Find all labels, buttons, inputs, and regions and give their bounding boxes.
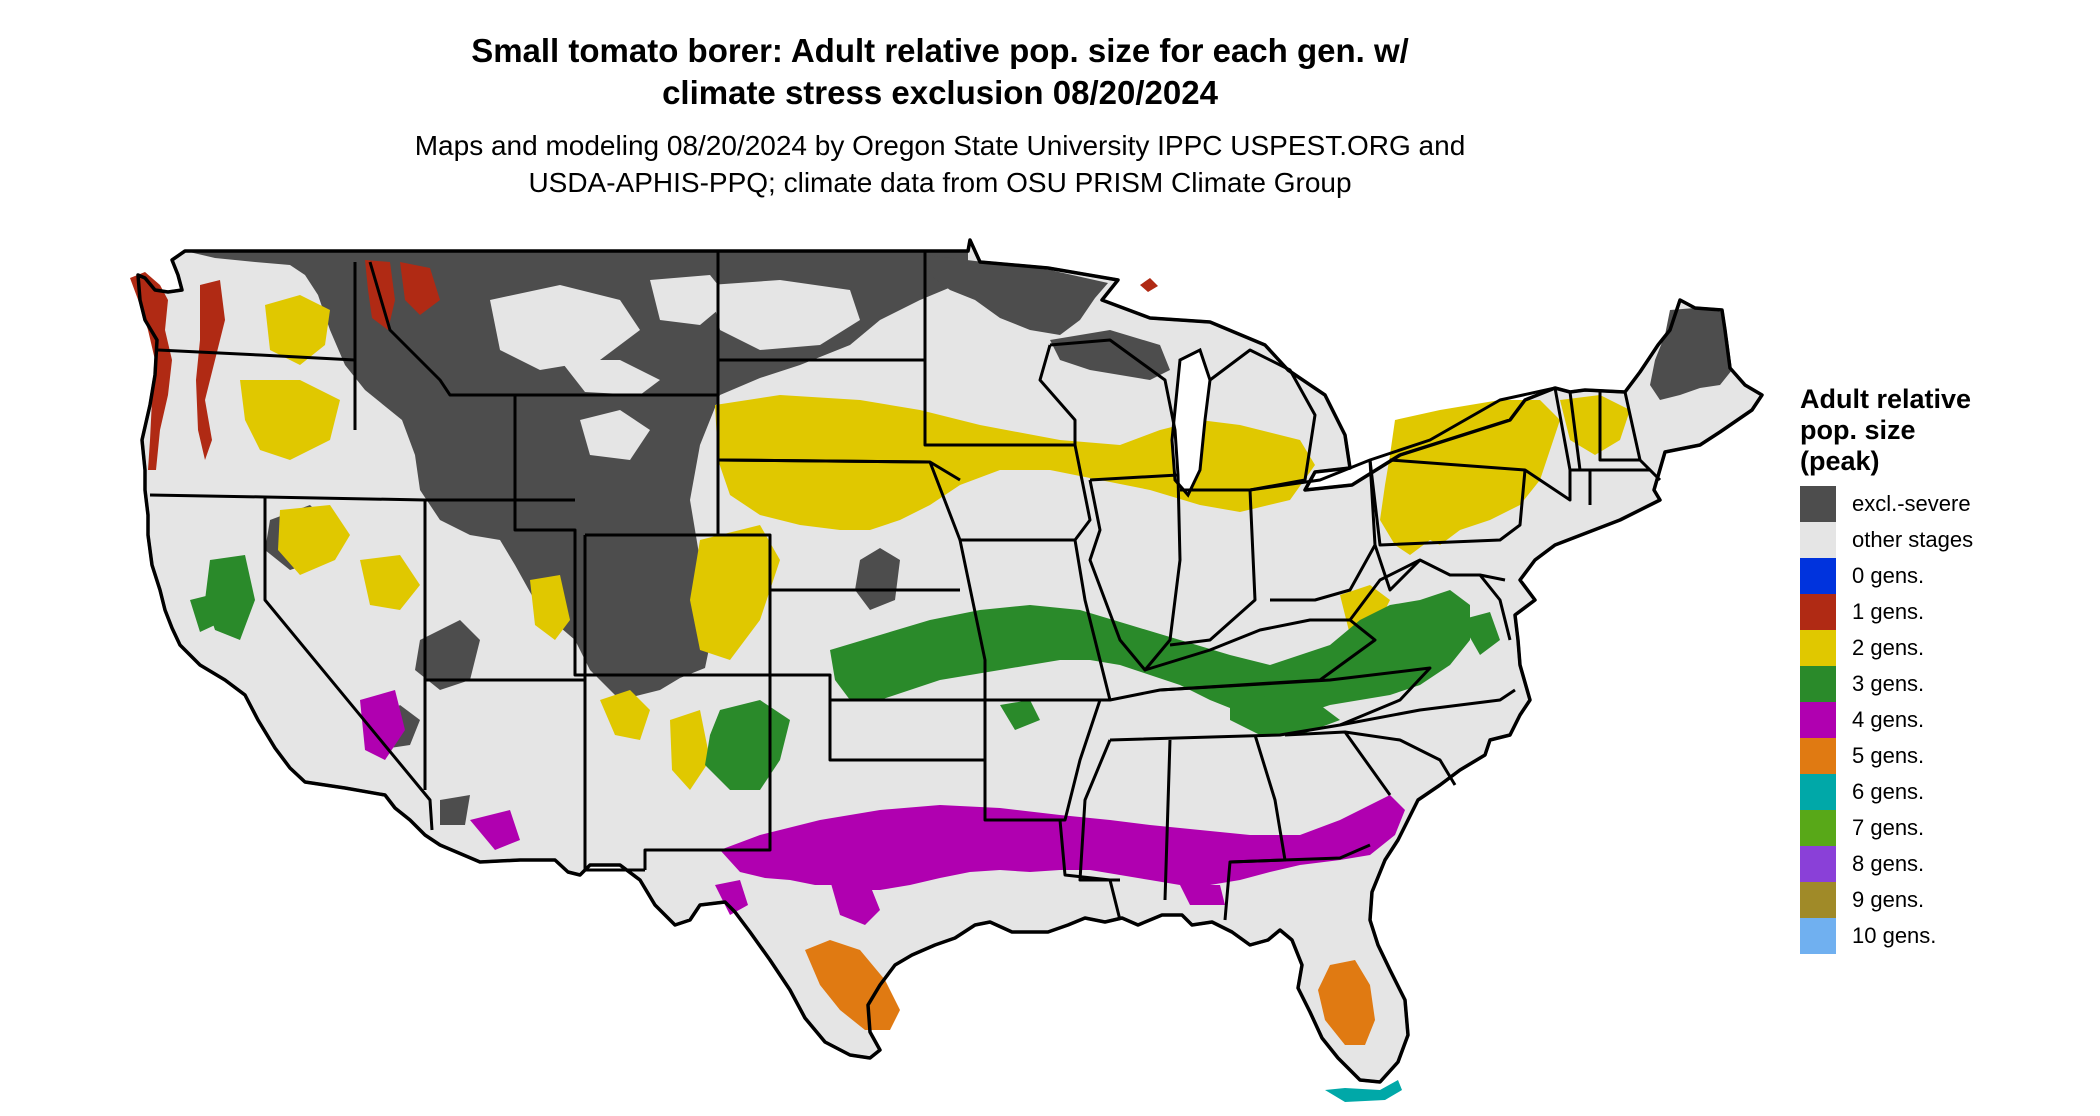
legend-label: 1 gens. bbox=[1852, 599, 1925, 624]
legend-swatch bbox=[1800, 522, 1836, 558]
legend-label: 9 gens. bbox=[1852, 887, 1925, 912]
legend-item: 6 gens. bbox=[1800, 774, 2060, 810]
legend-label: excl.-severe bbox=[1852, 491, 1971, 516]
two-gen-areas bbox=[240, 295, 1630, 790]
map-subtitle-line-1: Maps and modeling 08/20/2024 by Oregon S… bbox=[414, 130, 1466, 161]
legend-label: 3 gens. bbox=[1852, 671, 1925, 696]
legend-item: 8 gens. bbox=[1800, 846, 2060, 882]
legend-label: other stages bbox=[1852, 527, 1974, 552]
legend-swatch bbox=[1800, 702, 1836, 738]
legend-swatch bbox=[1800, 738, 1836, 774]
legend-item: other stages bbox=[1800, 522, 2060, 558]
legend-label: 5 gens. bbox=[1852, 743, 1925, 768]
legend-item: 3 gens. bbox=[1800, 666, 2060, 702]
legend-item: 0 gens. bbox=[1800, 558, 2060, 594]
map-subtitle-line-2: USDA-APHIS-PPQ; climate data from OSU PR… bbox=[528, 167, 1352, 198]
legend-item: excl.-severe bbox=[1800, 486, 2060, 522]
legend-label: 6 gens. bbox=[1852, 779, 1925, 804]
legend-title-line-2: pop. size bbox=[1800, 415, 1916, 445]
legend-swatch bbox=[1800, 486, 1836, 522]
legend-swatch bbox=[1800, 846, 1836, 882]
legend-title: Adult relative pop. size (peak) bbox=[1800, 384, 2040, 477]
legend-swatch bbox=[1800, 558, 1836, 594]
legend-item: 2 gens. bbox=[1800, 630, 2060, 666]
legend-label: 8 gens. bbox=[1852, 851, 1925, 876]
us-outline bbox=[136, 238, 1764, 1084]
three-gen-areas bbox=[190, 555, 1500, 790]
legend-item: 9 gens. bbox=[1800, 882, 2060, 918]
six-gen-areas bbox=[1325, 1080, 1402, 1102]
legend-swatch bbox=[1800, 594, 1836, 630]
legend-item: 4 gens. bbox=[1800, 702, 2060, 738]
legend-label: 10 gens. bbox=[1852, 923, 1937, 948]
legend-swatch bbox=[1800, 882, 1836, 918]
legend-item: 1 gens. bbox=[1800, 594, 2060, 630]
legend-swatch bbox=[1800, 774, 1836, 810]
legend-title-line-3: (peak) bbox=[1800, 446, 1880, 476]
legend-swatch bbox=[1800, 810, 1836, 846]
legend-label: 4 gens. bbox=[1852, 707, 1925, 732]
legend-label: 7 gens. bbox=[1852, 815, 1925, 840]
legend-item: 7 gens. bbox=[1800, 810, 2060, 846]
map-title-line-2: climate stress exclusion 08/20/2024 bbox=[662, 74, 1218, 111]
legend-item: 10 gens. bbox=[1800, 918, 2060, 954]
legend-title-line-1: Adult relative bbox=[1800, 384, 1972, 414]
legend-label: 0 gens. bbox=[1852, 563, 1925, 588]
one-gen-areas bbox=[130, 260, 1158, 470]
other-stages-patches bbox=[490, 275, 860, 460]
map-title-line-1: Small tomato borer: Adult relative pop. … bbox=[471, 32, 1409, 69]
legend-swatch bbox=[1800, 666, 1836, 702]
legend-item: 5 gens. bbox=[1800, 738, 2060, 774]
five-gen-areas bbox=[805, 940, 1375, 1045]
legend-swatch bbox=[1800, 630, 1836, 666]
legend-label: 2 gens. bbox=[1852, 635, 1925, 660]
legend-swatch bbox=[1800, 918, 1836, 954]
